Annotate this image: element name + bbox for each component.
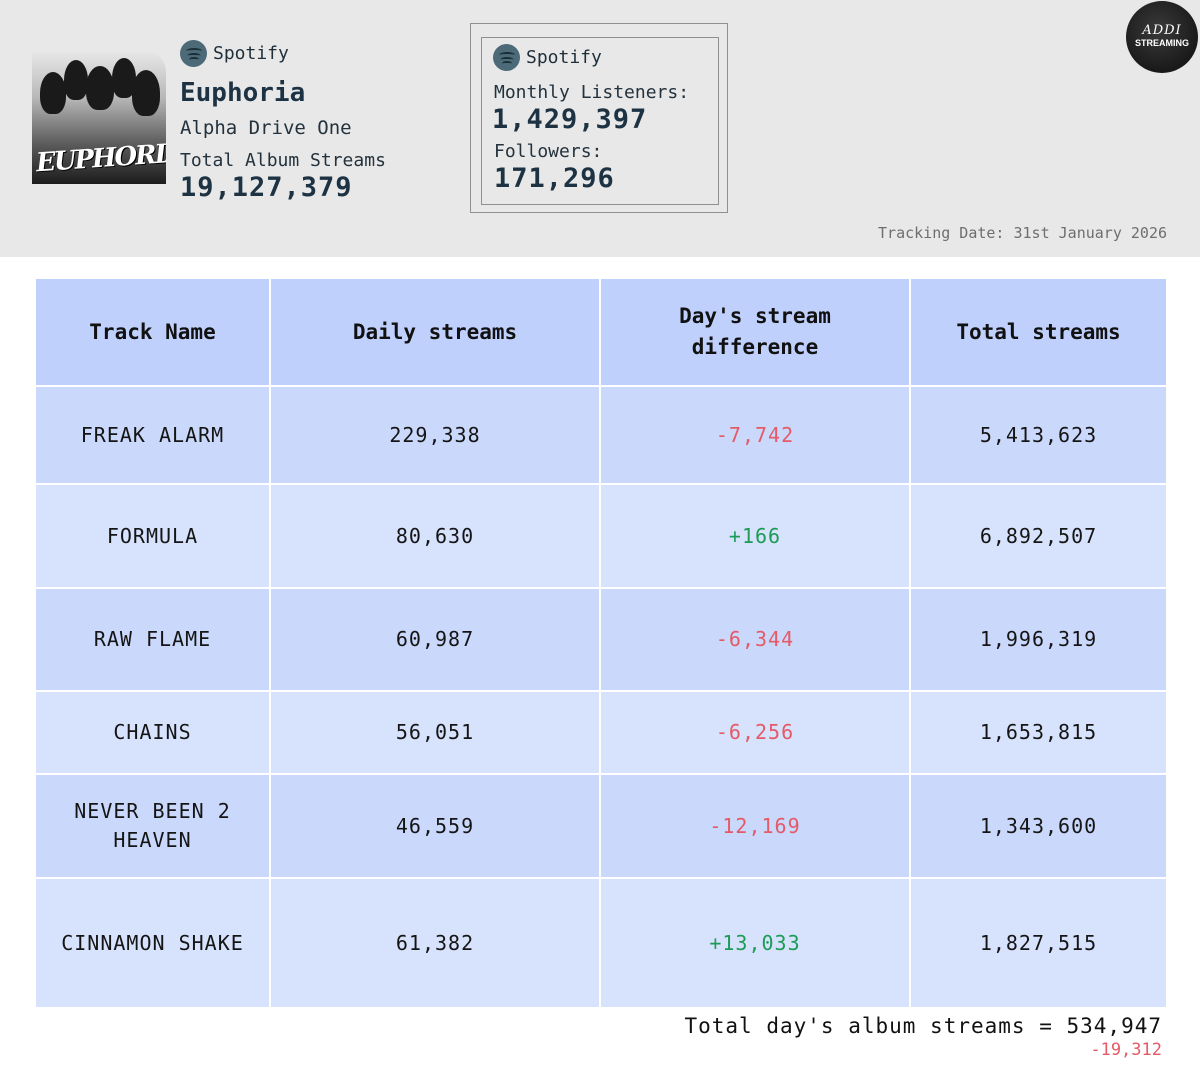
streams-table-container: Track Name Daily streams Day's stream di… <box>34 277 1168 1009</box>
followers-label: Followers: <box>494 141 603 162</box>
daily-streams: 229,338 <box>269 385 601 485</box>
album-platform: Spotify <box>180 40 289 67</box>
table-row: FREAK ALARM 229,338 -7,742 5,413,623 <box>34 385 1168 485</box>
spotify-icon <box>493 44 520 71</box>
stream-difference: -6,256 <box>599 690 911 775</box>
track-name: FORMULA <box>34 483 271 589</box>
badge-text: STREAMING <box>1135 38 1189 48</box>
table-row: CHAINS 56,051 -6,256 1,653,815 <box>34 690 1168 775</box>
artist-stats-box: Spotify Monthly Listeners: 1,429,397 Fol… <box>470 23 728 213</box>
stream-difference: -7,742 <box>599 385 911 485</box>
monthly-listeners-label: Monthly Listeners: <box>494 82 690 103</box>
spotify-icon <box>180 40 207 67</box>
track-name: NEVER BEEN 2 HEAVEN <box>34 773 271 879</box>
artist-stats-inner: Spotify Monthly Listeners: 1,429,397 Fol… <box>481 37 719 205</box>
column-header-difference: Day's stream difference <box>599 277 911 387</box>
monthly-listeners-value: 1,429,397 <box>492 104 648 135</box>
stream-difference: +166 <box>599 483 911 589</box>
cover-title-text: EUPHORIA <box>35 138 166 179</box>
table-row: RAW FLAME 60,987 -6,344 1,996,319 <box>34 587 1168 692</box>
total-streams: 1,996,319 <box>909 587 1168 692</box>
album-artist: Alpha Drive One <box>180 117 352 139</box>
total-streams: 6,892,507 <box>909 483 1168 589</box>
total-streams: 1,653,815 <box>909 690 1168 775</box>
daily-streams: 60,987 <box>269 587 601 692</box>
stream-difference: -12,169 <box>599 773 911 879</box>
daily-streams: 61,382 <box>269 877 601 1009</box>
artist-box-platform: Spotify <box>493 44 602 71</box>
track-name: CHAINS <box>34 690 271 775</box>
column-header-daily: Daily streams <box>269 277 601 387</box>
table-header-row: Track Name Daily streams Day's stream di… <box>34 277 1168 387</box>
table-row: NEVER BEEN 2 HEAVEN 46,559 -12,169 1,343… <box>34 773 1168 879</box>
daily-streams: 46,559 <box>269 773 601 879</box>
table-row: FORMULA 80,630 +166 6,892,507 <box>34 483 1168 589</box>
track-name: RAW FLAME <box>34 587 271 692</box>
table-row: CINNAMON SHAKE 61,382 +13,033 1,827,515 <box>34 877 1168 1009</box>
header-panel: EUPHORIA Spotify Euphoria Alpha Drive On… <box>0 0 1200 257</box>
tracking-date: Tracking Date: 31st January 2026 <box>878 224 1167 242</box>
daily-streams: 80,630 <box>269 483 601 589</box>
platform-label: Spotify <box>526 47 602 68</box>
followers-value: 171,296 <box>494 163 615 194</box>
stream-difference: -6,344 <box>599 587 911 692</box>
album-cover: EUPHORIA <box>32 50 166 184</box>
total-streams: 1,343,600 <box>909 773 1168 879</box>
column-header-total: Total streams <box>909 277 1168 387</box>
total-day-streams: Total day's album streams = 534,947 <box>684 1014 1162 1038</box>
total-streams: 1,827,515 <box>909 877 1168 1009</box>
album-streams-value: 19,127,379 <box>180 172 353 203</box>
track-name: FREAK ALARM <box>34 385 271 485</box>
column-header-track: Track Name <box>34 277 271 387</box>
total-day-difference: -19,312 <box>1090 1040 1162 1060</box>
total-streams: 5,413,623 <box>909 385 1168 485</box>
streams-table: Track Name Daily streams Day's stream di… <box>34 277 1168 1009</box>
album-title: Euphoria <box>180 78 306 108</box>
streaming-badge-logo: ADDI STREAMING <box>1126 1 1198 73</box>
album-streams-label: Total Album Streams <box>180 150 386 171</box>
stream-difference: +13,033 <box>599 877 911 1009</box>
platform-label: Spotify <box>213 43 289 64</box>
daily-streams: 56,051 <box>269 690 601 775</box>
badge-script-text: ADDI <box>1142 23 1182 38</box>
track-name: CINNAMON SHAKE <box>34 877 271 1009</box>
